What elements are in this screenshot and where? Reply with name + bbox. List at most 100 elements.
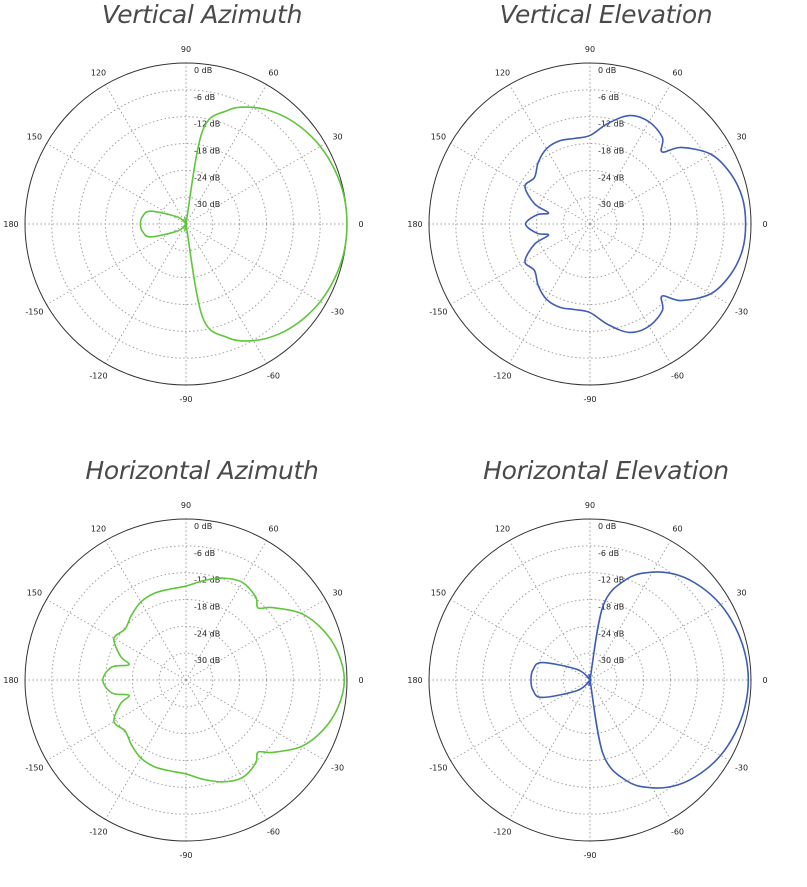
grid-spoke: [589, 223, 671, 364]
outer-ring: [24, 518, 348, 842]
angle-tick-label: 60: [268, 524, 278, 533]
angle-tick-label: 30: [736, 589, 746, 598]
angle-tick-label: 30: [736, 133, 746, 142]
outer-ring: [428, 518, 752, 842]
chart-vertical-azimuth: Vertical Azimuth 90 60 30 0 -30 -60 -90 -120 -15…: [0, 0, 404, 431]
grid-spoke: [185, 223, 267, 364]
grid-spoke: [105, 540, 187, 681]
radial-tick-label: -24 dB: [194, 173, 220, 182]
angle-tick-label: 120: [495, 68, 510, 77]
radial-tick-label: -6 dB: [598, 93, 619, 102]
grid-ring: [131, 625, 241, 735]
grid-spoke: [185, 223, 326, 305]
angle-tick-label: -120: [493, 828, 511, 837]
grid-spoke: [185, 599, 326, 681]
angle-tick-label: 30: [332, 589, 342, 598]
angle-tick-label: 0: [358, 676, 363, 685]
grid-ring: [562, 652, 618, 708]
angle-tick-label: 90: [181, 501, 191, 510]
grid-spoke: [185, 679, 267, 820]
radial-tick-label: 0 dB: [194, 66, 212, 75]
angle-tick-label: -150: [25, 764, 43, 773]
pattern-series: [530, 571, 750, 789]
angle-tick-label: 60: [268, 68, 278, 77]
grid-spoke: [185, 679, 326, 761]
polar-plot: 90 60 30 0 -30 -60 -90 -120 -150 180 150 120 0 dB -6 …: [407, 501, 767, 860]
pattern-series: [139, 106, 348, 342]
angle-tick-label: 60: [672, 524, 682, 533]
grid-ring: [482, 572, 698, 788]
grid-spoke: [589, 84, 671, 225]
radial-tick-label: 0 dB: [598, 66, 616, 75]
angle-tick-label: -60: [671, 828, 684, 837]
grid-ring: [455, 89, 725, 359]
radial-tick-label: -18 dB: [598, 147, 624, 156]
angle-tick-label: 90: [181, 45, 191, 54]
grid-spoke: [450, 143, 591, 225]
angle-tick-label: 120: [495, 524, 510, 533]
grid-ring: [158, 652, 214, 708]
radial-tick-label: 0 dB: [194, 522, 212, 531]
radial-tick-label: -24 dB: [194, 629, 220, 638]
radial-tick-label: -6 dB: [194, 93, 215, 102]
polar-plot: 90 60 30 0 -30 -60 -90 -120 -150 180 150 120 0 dB -6 …: [3, 501, 363, 860]
radial-tick-label: -12 dB: [194, 120, 220, 129]
radial-tick-label: -30 dB: [194, 200, 220, 209]
angle-tick-label: 150: [431, 589, 446, 598]
angle-tick-label: -120: [493, 372, 511, 381]
angle-tick-label: -60: [267, 372, 280, 381]
grid-ring: [78, 572, 294, 788]
radial-tick-label: 0 dB: [598, 522, 616, 531]
grid-ring: [535, 169, 645, 279]
grid-spoke: [589, 223, 730, 305]
pattern-series: [102, 577, 346, 783]
grid-spoke: [46, 223, 187, 305]
radial-tick-label: -24 dB: [598, 173, 624, 182]
radial-tick-label: -30 dB: [194, 656, 220, 665]
radial-tick-label: -18 dB: [194, 147, 220, 156]
grid-spoke: [46, 143, 187, 225]
chart-vertical-elevation: Vertical Elevation 90 60 30 0 -30 -60 -90 -120 -…: [404, 0, 807, 431]
angle-tick-label: 180: [3, 220, 18, 229]
chart-horizontal-elevation: Horizontal Elevation 90 60 30 0 -30 -60 -90 -12…: [404, 456, 807, 887]
angle-tick-label: -120: [89, 828, 107, 837]
grid-spoke: [509, 223, 591, 364]
angle-tick-label: 180: [407, 220, 422, 229]
radial-tick-label: -12 dB: [598, 576, 624, 585]
grid-ring: [535, 625, 645, 735]
grid-ring: [131, 169, 241, 279]
angle-tick-label: -120: [89, 372, 107, 381]
angle-tick-label: -150: [429, 764, 447, 773]
chart-title: Horizontal Elevation: [483, 456, 729, 485]
angle-tick-label: -90: [179, 395, 192, 404]
chart-title: Vertical Elevation: [499, 0, 713, 29]
grid-spoke: [450, 679, 591, 761]
grid-spoke: [589, 540, 671, 681]
grid-spoke: [450, 599, 591, 681]
outer-ring: [428, 62, 752, 386]
angle-tick-label: -60: [671, 372, 684, 381]
grid-spoke: [105, 223, 187, 364]
angle-tick-label: 150: [431, 133, 446, 142]
grid-ring: [562, 196, 618, 252]
angle-tick-label: -90: [583, 851, 596, 860]
radial-tick-label: -30 dB: [598, 200, 624, 209]
angle-tick-label: 60: [672, 68, 682, 77]
radial-tick-label: -6 dB: [194, 549, 215, 558]
grid-ring: [51, 545, 321, 815]
grid-spoke: [509, 84, 591, 225]
grid-ring: [158, 196, 214, 252]
angle-tick-label: 150: [27, 589, 42, 598]
angle-tick-label: -30: [735, 308, 748, 317]
angle-tick-label: -150: [429, 308, 447, 317]
grid-spoke: [589, 599, 730, 681]
grid-spoke: [509, 540, 591, 681]
chart-title: Vertical Azimuth: [101, 0, 303, 29]
chart-horizontal-azimuth: Horizontal Azimuth 90 60 30 0 -30 -60 -90 -120 -…: [0, 456, 404, 887]
pattern-series: [524, 114, 747, 334]
grid-ring: [482, 116, 698, 332]
angle-tick-label: -90: [583, 395, 596, 404]
angle-tick-label: 180: [3, 676, 18, 685]
angle-tick-label: 0: [762, 676, 767, 685]
angle-tick-label: 180: [407, 676, 422, 685]
